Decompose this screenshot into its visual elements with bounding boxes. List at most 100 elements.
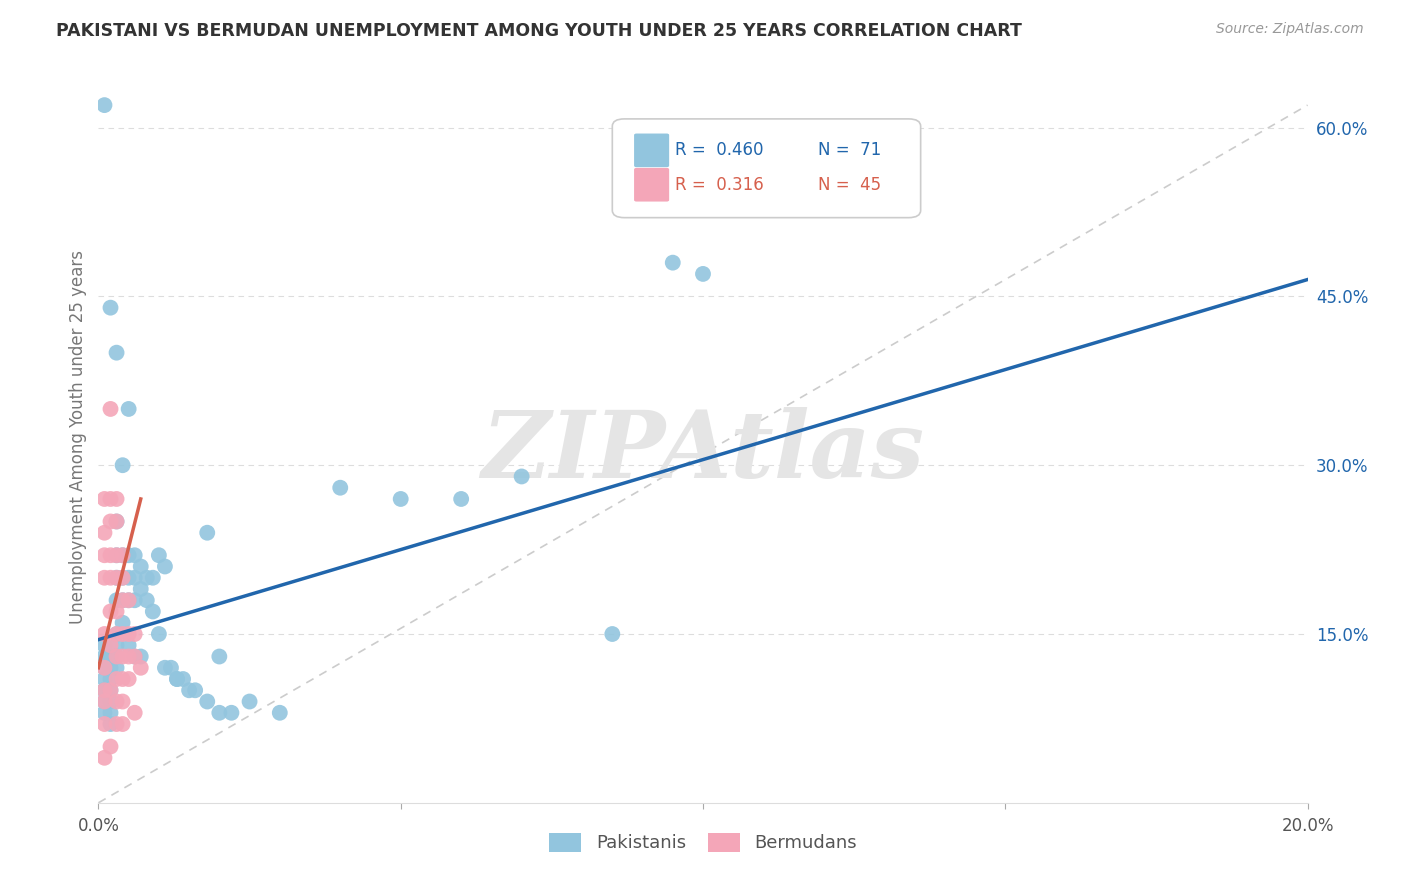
Point: [269, 706, 291, 720]
Point: [195, 694, 218, 708]
Point: [93, 491, 115, 506]
Point: [100, 301, 122, 315]
Text: PAKISTANI VS BERMUDAN UNEMPLOYMENT AMONG YOUTH UNDER 25 YEARS CORRELATION CHART: PAKISTANI VS BERMUDAN UNEMPLOYMENT AMONG…: [56, 22, 1022, 40]
Point: [100, 683, 122, 698]
Point: [93, 661, 115, 675]
Point: [153, 661, 176, 675]
Point: [142, 605, 165, 619]
Point: [118, 401, 141, 416]
Point: [208, 706, 231, 720]
Point: [179, 683, 201, 698]
Point: [105, 571, 128, 585]
Point: [111, 593, 134, 607]
Point: [602, 627, 624, 641]
Point: [100, 649, 122, 664]
Point: [100, 571, 122, 585]
Point: [124, 706, 146, 720]
Point: [100, 694, 122, 708]
Point: [100, 706, 122, 720]
Point: [118, 672, 141, 686]
Point: [100, 638, 122, 652]
Point: [111, 627, 134, 641]
Text: R =  0.460: R = 0.460: [675, 141, 763, 160]
Point: [105, 649, 128, 664]
Text: ZIPAtlas: ZIPAtlas: [481, 407, 925, 497]
FancyBboxPatch shape: [613, 119, 921, 218]
Point: [124, 649, 146, 664]
Point: [111, 548, 134, 562]
Point: [105, 548, 128, 562]
Point: [195, 525, 218, 540]
Point: [100, 491, 122, 506]
Point: [105, 672, 128, 686]
Point: [221, 706, 243, 720]
Legend: Pakistanis, Bermudans: Pakistanis, Bermudans: [541, 826, 865, 860]
Point: [135, 593, 157, 607]
Point: [111, 694, 134, 708]
Point: [118, 649, 141, 664]
Point: [129, 661, 152, 675]
Point: [93, 661, 115, 675]
Point: [142, 571, 165, 585]
Point: [124, 627, 146, 641]
Point: [118, 548, 141, 562]
Point: [692, 267, 714, 281]
Point: [118, 627, 141, 641]
Point: [450, 491, 472, 506]
Point: [105, 515, 128, 529]
Point: [105, 661, 128, 675]
Point: [239, 694, 262, 708]
FancyBboxPatch shape: [634, 134, 669, 167]
Point: [93, 649, 115, 664]
Point: [100, 515, 122, 529]
Point: [105, 627, 128, 641]
Point: [111, 571, 134, 585]
Point: [105, 694, 128, 708]
Point: [389, 491, 412, 506]
Point: [661, 255, 683, 269]
Point: [172, 672, 194, 686]
Point: [100, 605, 122, 619]
Point: [93, 683, 115, 698]
Point: [111, 593, 134, 607]
Point: [129, 649, 152, 664]
Text: N =  45: N = 45: [818, 176, 882, 194]
Point: [105, 649, 128, 664]
Point: [93, 548, 115, 562]
Point: [208, 649, 231, 664]
Point: [184, 683, 207, 698]
Point: [135, 571, 157, 585]
Point: [100, 672, 122, 686]
Point: [93, 751, 115, 765]
Point: [124, 649, 146, 664]
Text: R =  0.316: R = 0.316: [675, 176, 763, 194]
Point: [93, 717, 115, 731]
Point: [93, 694, 115, 708]
Point: [105, 515, 128, 529]
Point: [118, 593, 141, 607]
Point: [93, 627, 115, 641]
Point: [148, 548, 170, 562]
Point: [100, 661, 122, 675]
Point: [111, 458, 134, 473]
Point: [93, 683, 115, 698]
Point: [329, 481, 352, 495]
Point: [124, 593, 146, 607]
Point: [105, 638, 128, 652]
Point: [93, 525, 115, 540]
Point: [105, 491, 128, 506]
Point: [100, 683, 122, 698]
Point: [105, 717, 128, 731]
Point: [111, 548, 134, 562]
Point: [100, 739, 122, 754]
Point: [153, 559, 176, 574]
Point: [124, 571, 146, 585]
Point: [93, 672, 115, 686]
Point: [100, 401, 122, 416]
Point: [129, 582, 152, 596]
Point: [111, 571, 134, 585]
Point: [111, 717, 134, 731]
FancyBboxPatch shape: [634, 168, 669, 202]
Point: [93, 683, 115, 698]
Point: [93, 694, 115, 708]
